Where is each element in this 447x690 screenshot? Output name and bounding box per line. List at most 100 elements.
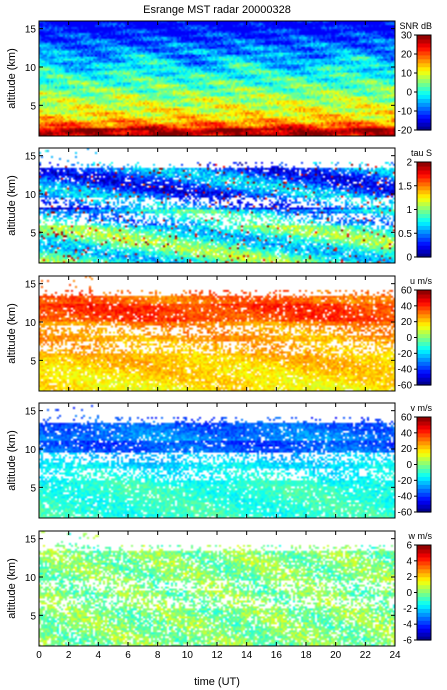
colorbar-segment (417, 428, 431, 434)
y-tick-label: 5 (30, 611, 36, 622)
colorbar-tick-label: 20 (401, 50, 413, 61)
colorbar-tick-label: 0 (406, 588, 412, 599)
colorbar-segment (417, 628, 431, 633)
panel-v: 5 10 15 altitude (km) v m/s60 40 20 0 -20 -40 -60 (6, 402, 433, 519)
colorbar-segment (417, 596, 431, 602)
colorbar-segment (417, 500, 431, 505)
colorbar-tick-label: 40 (401, 301, 413, 312)
colorbar-segment (417, 102, 431, 107)
colorbar-segment (417, 361, 431, 366)
x-axis-label: time (UT) (194, 676, 240, 688)
y-tick-label: 10 (25, 318, 37, 329)
colorbar-segment (417, 181, 431, 187)
colorbar-segment (417, 78, 431, 84)
x-tick-label: 18 (300, 650, 312, 661)
colorbar-segment (417, 189, 431, 195)
colorbar-segment (417, 173, 431, 179)
colorbar-segment (417, 177, 431, 183)
colorbar-segment (417, 452, 431, 458)
y-tick-label: 10 (25, 190, 37, 201)
colorbar-segment (417, 38, 431, 44)
colorbar-segment (417, 488, 431, 493)
x-tick-label: 24 (389, 650, 401, 661)
colorbar-segment (417, 70, 431, 76)
x-tick-label: 12 (211, 650, 223, 661)
y-tick-label: 15 (25, 152, 37, 163)
colorbar-tick-label: 2 (406, 158, 412, 169)
colorbar-segment (417, 572, 431, 578)
x-tick-label: 0 (36, 650, 42, 661)
colorbar-segment (417, 444, 431, 450)
x-tick-label: 4 (96, 650, 102, 661)
colorbar-segment (417, 373, 431, 378)
colorbar-segment (417, 624, 431, 629)
colorbar-segment (417, 417, 431, 422)
colorbar-segment (417, 476, 431, 481)
colorbar-segment (417, 588, 431, 594)
colorbar-segment (417, 237, 431, 242)
x-tick-label: 6 (125, 650, 131, 661)
y-tick-label: 5 (30, 356, 36, 367)
colorbar-segment (417, 58, 431, 64)
colorbar-segment (417, 456, 431, 462)
colorbar-segment (417, 436, 431, 442)
colorbar-segment (417, 86, 431, 92)
w-heatmap (39, 531, 395, 646)
y-tick-label: 5 (30, 228, 36, 239)
colorbar-tick-label: 0.5 (398, 229, 412, 240)
colorbar-segment (417, 556, 431, 562)
colorbar-segment (417, 377, 431, 382)
colorbar-segment (417, 193, 431, 199)
colorbar-segment (417, 94, 431, 99)
colorbar-segment (417, 333, 431, 339)
colorbar-segment (417, 381, 431, 386)
colorbar-segment (417, 209, 431, 215)
colorbar-segment (417, 82, 431, 88)
colorbar-tick-label: 1 (406, 205, 412, 216)
colorbar-segment (417, 98, 431, 103)
colorbar-segment (417, 245, 431, 250)
v-y-axis-label: altitude (km) (6, 430, 18, 491)
colorbar-segment (417, 321, 431, 327)
panel-u: 5 10 15 altitude (km) u m/s60 40 20 0 -20 -40 -60 (6, 275, 432, 392)
w-y-axis-label: altitude (km) (6, 558, 18, 619)
colorbar-segment (417, 62, 431, 68)
colorbar-segment (417, 313, 431, 319)
colorbar-segment (417, 305, 431, 311)
colorbar-segment (417, 420, 431, 426)
colorbar-segment (417, 468, 431, 474)
v-heatmap (39, 403, 395, 518)
tau-heatmap (39, 148, 395, 263)
colorbar-segment (417, 74, 431, 80)
snr-colorbar (416, 34, 432, 131)
colorbar-segment (417, 545, 431, 550)
colorbar-segment (417, 221, 431, 226)
colorbar-segment (417, 552, 431, 558)
colorbar-tick-label: 0 (406, 460, 412, 471)
colorbar-segment (417, 297, 431, 303)
colorbar-segment (417, 293, 431, 299)
colorbar-segment (417, 66, 431, 72)
colorbar-segment (417, 353, 431, 358)
colorbar-segment (417, 106, 431, 111)
colorbar-segment (417, 217, 431, 222)
colorbar-segment (417, 253, 431, 258)
snr-colorbar-label: SNR dB (399, 21, 432, 31)
colorbar-tick-label: -60 (398, 381, 413, 392)
colorbar-segment (417, 317, 431, 323)
colorbar-segment (417, 301, 431, 307)
colorbar-segment (417, 341, 431, 347)
colorbar-segment (417, 440, 431, 446)
colorbar-tick-label: 1.5 (398, 181, 412, 192)
colorbar-segment (417, 249, 431, 254)
tau-y-axis-label: altitude (km) (6, 175, 18, 236)
colorbar-tick-label: -20 (398, 476, 413, 487)
colorbar-segment (417, 604, 431, 609)
colorbar-segment (417, 504, 431, 509)
colorbar-segment (417, 592, 431, 598)
colorbar-segment (417, 35, 431, 40)
v-colorbar-label: v m/s (411, 403, 433, 413)
snr-heatmap (39, 21, 395, 136)
colorbar-segment (417, 608, 431, 613)
